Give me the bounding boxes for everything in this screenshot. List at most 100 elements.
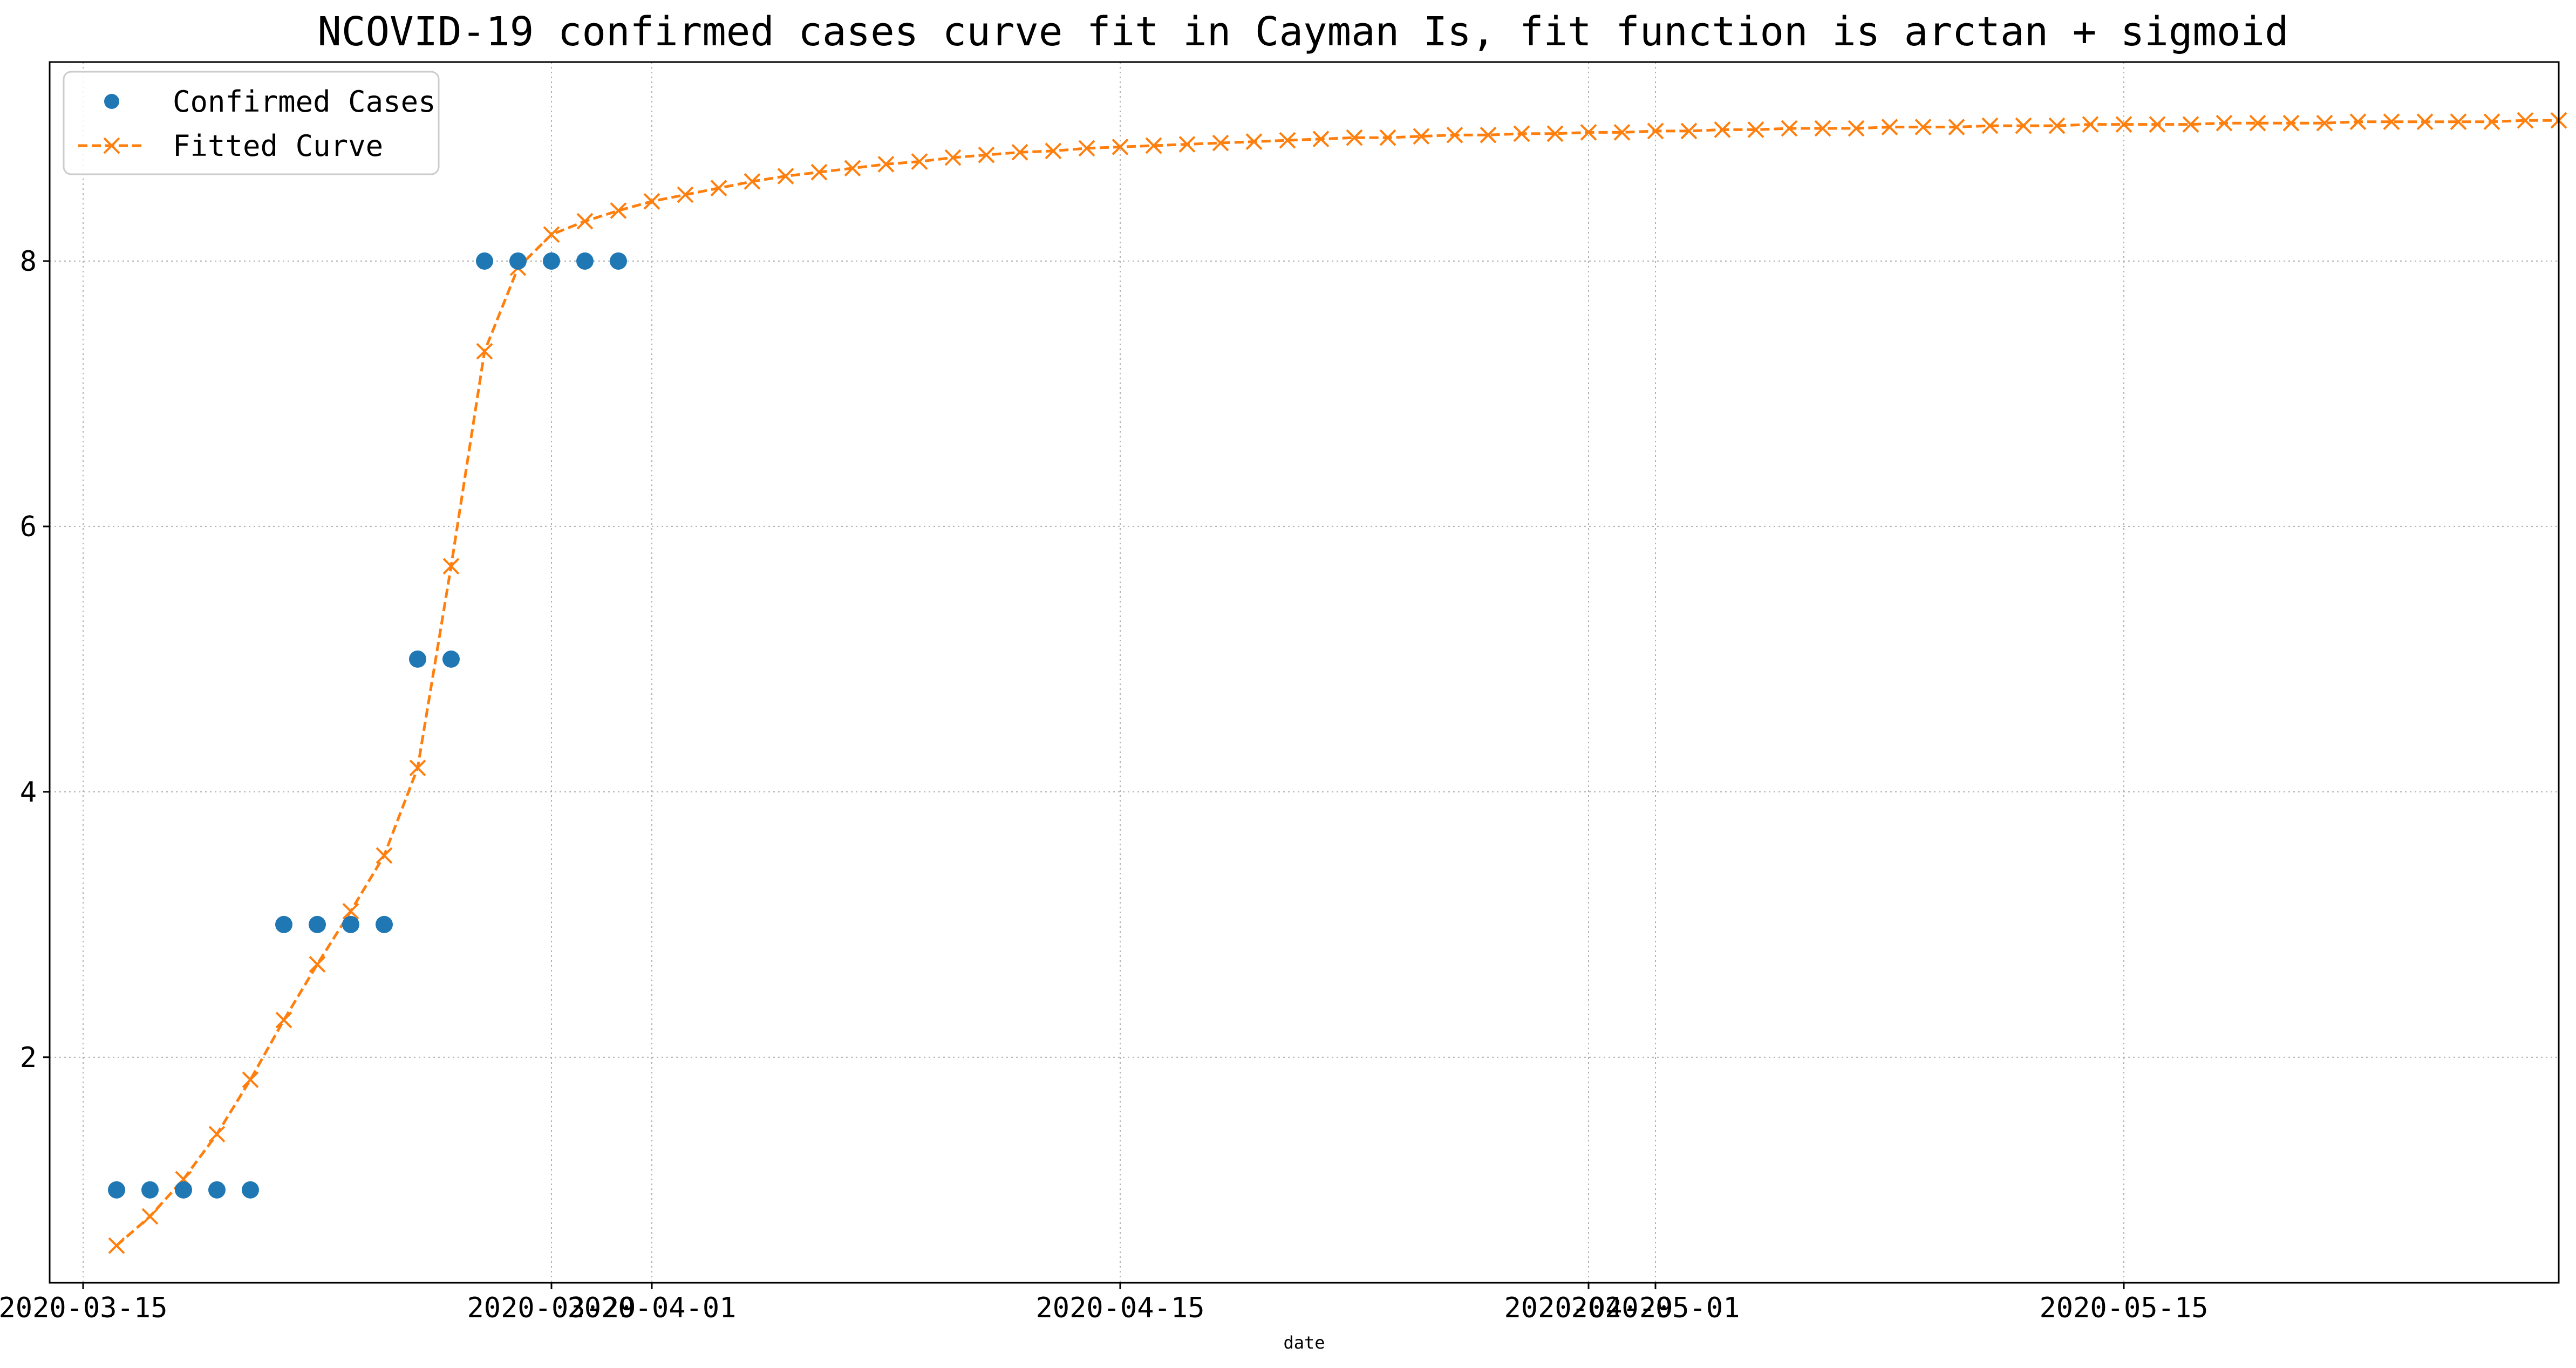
fitted-curve-point <box>1245 133 1263 151</box>
fitted-curve-point <box>744 173 761 190</box>
fitted-curve-point <box>2282 114 2300 132</box>
fitted-curve-point <box>1379 129 1396 146</box>
fitted-curve-line <box>115 119 2559 1247</box>
y-tick-label: 4 <box>20 776 37 809</box>
confirmed-case-point <box>442 650 460 668</box>
fitted-curve-point <box>1513 125 1530 142</box>
confirmed-case-point <box>476 252 493 270</box>
confirmed-case-point <box>409 650 426 668</box>
fitted-curve-point <box>1446 126 1463 143</box>
fitted-curve-point <box>275 1011 292 1029</box>
x-tick-label: 2020-04-01 <box>567 1292 736 1324</box>
fitted-curve-point <box>1178 136 1196 153</box>
fitted-curve-point <box>2115 116 2132 133</box>
legend-fitted-label: Fitted Curve <box>173 129 383 163</box>
fitted-curve-point <box>1480 126 1497 143</box>
fitted-curve-point <box>476 343 493 360</box>
confirmed-case-point <box>543 252 560 270</box>
fitted-curve-point <box>1613 124 1631 141</box>
chart-legend: Confirmed Cases Fitted Curve <box>63 71 440 175</box>
x-tick-label: 2020-03-15 <box>0 1292 168 1324</box>
confirmed-case-point <box>509 252 527 270</box>
fitted-curve-point <box>911 153 928 170</box>
legend-box <box>63 71 440 175</box>
fitted-curve-point <box>877 155 895 173</box>
fitted-curve-point <box>1714 121 1731 138</box>
x-tick-label: 2020-05-01 <box>1571 1292 1740 1324</box>
fitted-curve-point <box>610 202 627 219</box>
confirmed-cases-series <box>108 252 627 1199</box>
fitted-curve-point <box>1580 124 1597 141</box>
fitted-curve-point <box>108 1237 125 1254</box>
confirmed-case-point <box>141 1181 159 1199</box>
fitted-curve-point <box>576 213 594 230</box>
fitted-curve-point <box>2483 113 2500 131</box>
x-tick-label: 2020-04-29 <box>1504 1292 1673 1324</box>
fitted-curve-point <box>1647 122 1664 140</box>
fitted-curve-point <box>1346 129 1363 146</box>
fitted-curve-point <box>1948 119 1965 135</box>
legend-confirmed-marker <box>104 94 119 109</box>
fitted-curve-point <box>978 146 995 163</box>
confirmed-case-point <box>175 1181 192 1199</box>
confirmed-case-point <box>376 915 393 933</box>
fitted-curve-point <box>1312 131 1330 148</box>
plot-area-frame <box>49 61 2560 1284</box>
fitted-curve-point <box>2316 114 2333 132</box>
fitted-curve-point <box>810 163 828 181</box>
fitted-curve-point <box>2082 116 2099 133</box>
fitted-curve-point <box>309 956 326 973</box>
fitted-curve-point <box>2383 113 2400 131</box>
x-tick-label: 2020-05-15 <box>2039 1292 2208 1324</box>
fitted-curve-point <box>1914 119 1932 135</box>
fitted-curve-point <box>2015 117 2032 134</box>
chart-title: NCOVID-19 confirmed cases curve fit in C… <box>317 9 2288 55</box>
confirmed-case-point <box>309 915 326 933</box>
fitted-curve-point <box>777 168 794 184</box>
fitted-curve-point <box>1848 120 1865 137</box>
confirmed-case-point <box>208 1181 226 1199</box>
y-tick-label: 8 <box>20 245 37 278</box>
legend-fitted-marker <box>103 137 120 154</box>
fitted-curve-point <box>543 226 560 243</box>
x-tick-label: 2020-04-15 <box>1035 1292 1204 1324</box>
fitted-curve-point <box>1279 132 1296 149</box>
fitted-curve-point <box>710 180 727 197</box>
fitted-curve-point <box>1112 139 1129 155</box>
fitted-curve-point <box>141 1208 159 1225</box>
x-axis-label: date <box>1283 1332 1325 1353</box>
fitted-curve-point <box>2416 113 2434 131</box>
fitted-curve-point <box>2149 116 2166 133</box>
fitted-curve-point <box>1680 122 1698 140</box>
y-tick-label: 6 <box>20 511 37 543</box>
fitted-curve-point <box>844 160 861 177</box>
fitted-curve-series <box>108 112 2567 1254</box>
fitted-curve-point <box>2349 113 2367 131</box>
fitted-curve-point <box>1413 128 1430 145</box>
confirmed-case-point <box>610 252 627 270</box>
confirmed-case-point <box>242 1181 259 1199</box>
y-tick-label: 2 <box>20 1042 37 1074</box>
fitted-curve-point <box>944 149 962 166</box>
fitted-curve-point <box>2048 117 2066 134</box>
fitted-curve-point <box>1546 125 1564 142</box>
fitted-curve-point <box>442 558 460 575</box>
fitted-curve-point <box>208 1126 226 1143</box>
fitted-curve-point <box>342 902 359 920</box>
fitted-curve-point <box>1881 119 1898 135</box>
fitted-curve-point <box>1045 142 1062 160</box>
fitted-curve-point <box>1981 117 1999 134</box>
y-axis-ticks: 2 4 6 8 <box>20 245 50 1074</box>
fitted-curve-point <box>1011 143 1028 161</box>
fitted-curve-point <box>1078 140 1095 157</box>
fitted-curve-point <box>1212 134 1229 152</box>
confirmed-case-point <box>576 252 594 270</box>
fitted-curve-point <box>643 193 660 210</box>
fitted-curve-point <box>376 847 393 864</box>
x-tick-label: 2020-03-29 <box>467 1292 636 1324</box>
fitted-curve-point <box>2249 114 2266 132</box>
confirmed-case-point <box>108 1181 125 1199</box>
